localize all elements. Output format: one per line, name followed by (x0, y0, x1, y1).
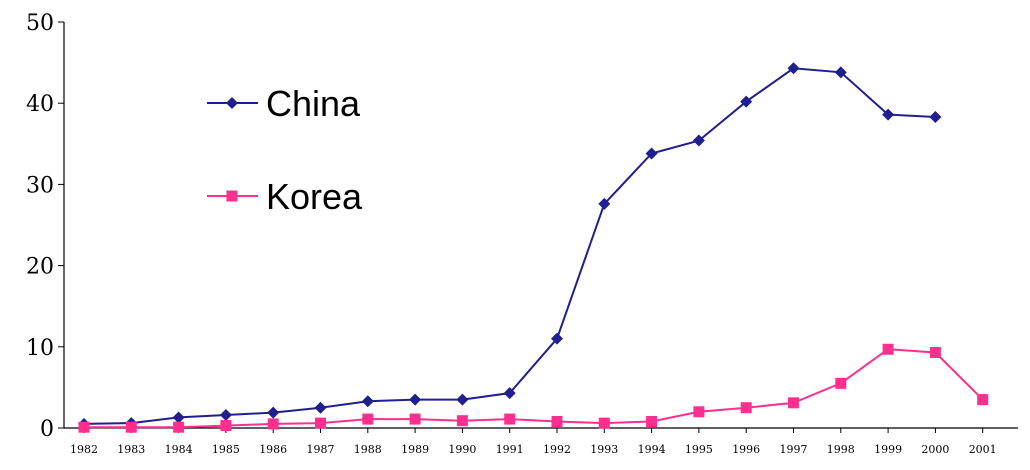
data-point (835, 377, 847, 389)
data-point (409, 413, 421, 425)
series-korea (78, 343, 989, 433)
data-point (977, 394, 989, 406)
data-point (787, 62, 800, 75)
series-line (84, 348, 984, 429)
data-point (220, 420, 232, 432)
data-point (267, 406, 280, 419)
x-tick-label: 2000 (921, 443, 949, 456)
legend: China Korea (207, 83, 363, 217)
data-point (834, 66, 847, 79)
data-point (125, 421, 137, 433)
data-point (740, 95, 753, 108)
x-tick-label: 1986 (259, 443, 287, 456)
data-point (172, 411, 185, 424)
x-tick-label: 1991 (496, 443, 524, 456)
x-tick-label: 1992 (543, 443, 571, 456)
data-point (409, 393, 422, 406)
data-point (503, 387, 516, 400)
data-point (882, 108, 895, 121)
data-point (267, 418, 279, 430)
x-tick-label: 1984 (165, 443, 193, 456)
x-tick-label: 1982 (70, 443, 98, 456)
y-tick-label: 30 (26, 173, 54, 198)
legend-label: China (266, 83, 361, 124)
y-tick-label: 0 (40, 417, 54, 442)
data-point (646, 416, 658, 428)
x-tick-label: 1994 (638, 443, 666, 456)
legend-marker (226, 190, 238, 202)
y-tick-label: 40 (26, 92, 54, 117)
x-tick-label: 1996 (732, 443, 760, 456)
series-group (78, 62, 989, 433)
x-tick-label: 1995 (685, 443, 713, 456)
data-point (788, 397, 799, 409)
data-point (78, 421, 90, 433)
data-point (692, 134, 705, 147)
x-tick-label: 1993 (590, 443, 618, 456)
data-point (314, 401, 327, 414)
y-tick-label: 50 (26, 11, 54, 36)
data-point (598, 197, 611, 210)
data-point (645, 147, 658, 160)
data-point (361, 395, 374, 408)
data-point (504, 413, 516, 425)
data-point (219, 409, 232, 422)
data-point (693, 406, 705, 418)
tick-labels: 0 10 20 30 40 50 1982 1983 1984 1985 1986 1987 1988 1… (26, 11, 997, 456)
data-point (173, 421, 185, 433)
x-tick-label: 1985 (212, 443, 240, 456)
data-point (315, 417, 326, 429)
data-point (551, 416, 563, 428)
x-tick-label: 1988 (354, 443, 382, 456)
axes (58, 21, 1018, 433)
x-tick-label: 1987 (307, 443, 335, 456)
y-tick-label: 10 (26, 336, 54, 361)
x-tick-label: 1999 (874, 443, 902, 456)
x-tick-label: 2001 (969, 443, 997, 456)
legend-item-korea: Korea (207, 176, 363, 217)
data-point (362, 413, 374, 425)
data-point (882, 343, 894, 355)
data-point (598, 417, 610, 429)
data-point (456, 415, 468, 427)
data-point (456, 393, 469, 406)
legend-marker (226, 97, 238, 109)
x-tick-label: 1989 (401, 443, 429, 456)
data-point (740, 402, 752, 414)
x-tick-label: 1998 (827, 443, 855, 456)
legend-label: Korea (266, 176, 363, 217)
series-china (78, 62, 942, 430)
x-tick-label: 1990 (448, 443, 476, 456)
data-point (929, 346, 941, 358)
data-point (551, 332, 563, 345)
y-tick-label: 20 (26, 255, 54, 280)
legend-item-china: China (207, 83, 361, 124)
data-point (929, 111, 942, 124)
x-tick-label: 1983 (117, 443, 145, 456)
x-tick-label: 1997 (780, 443, 808, 456)
series-line (83, 67, 936, 425)
